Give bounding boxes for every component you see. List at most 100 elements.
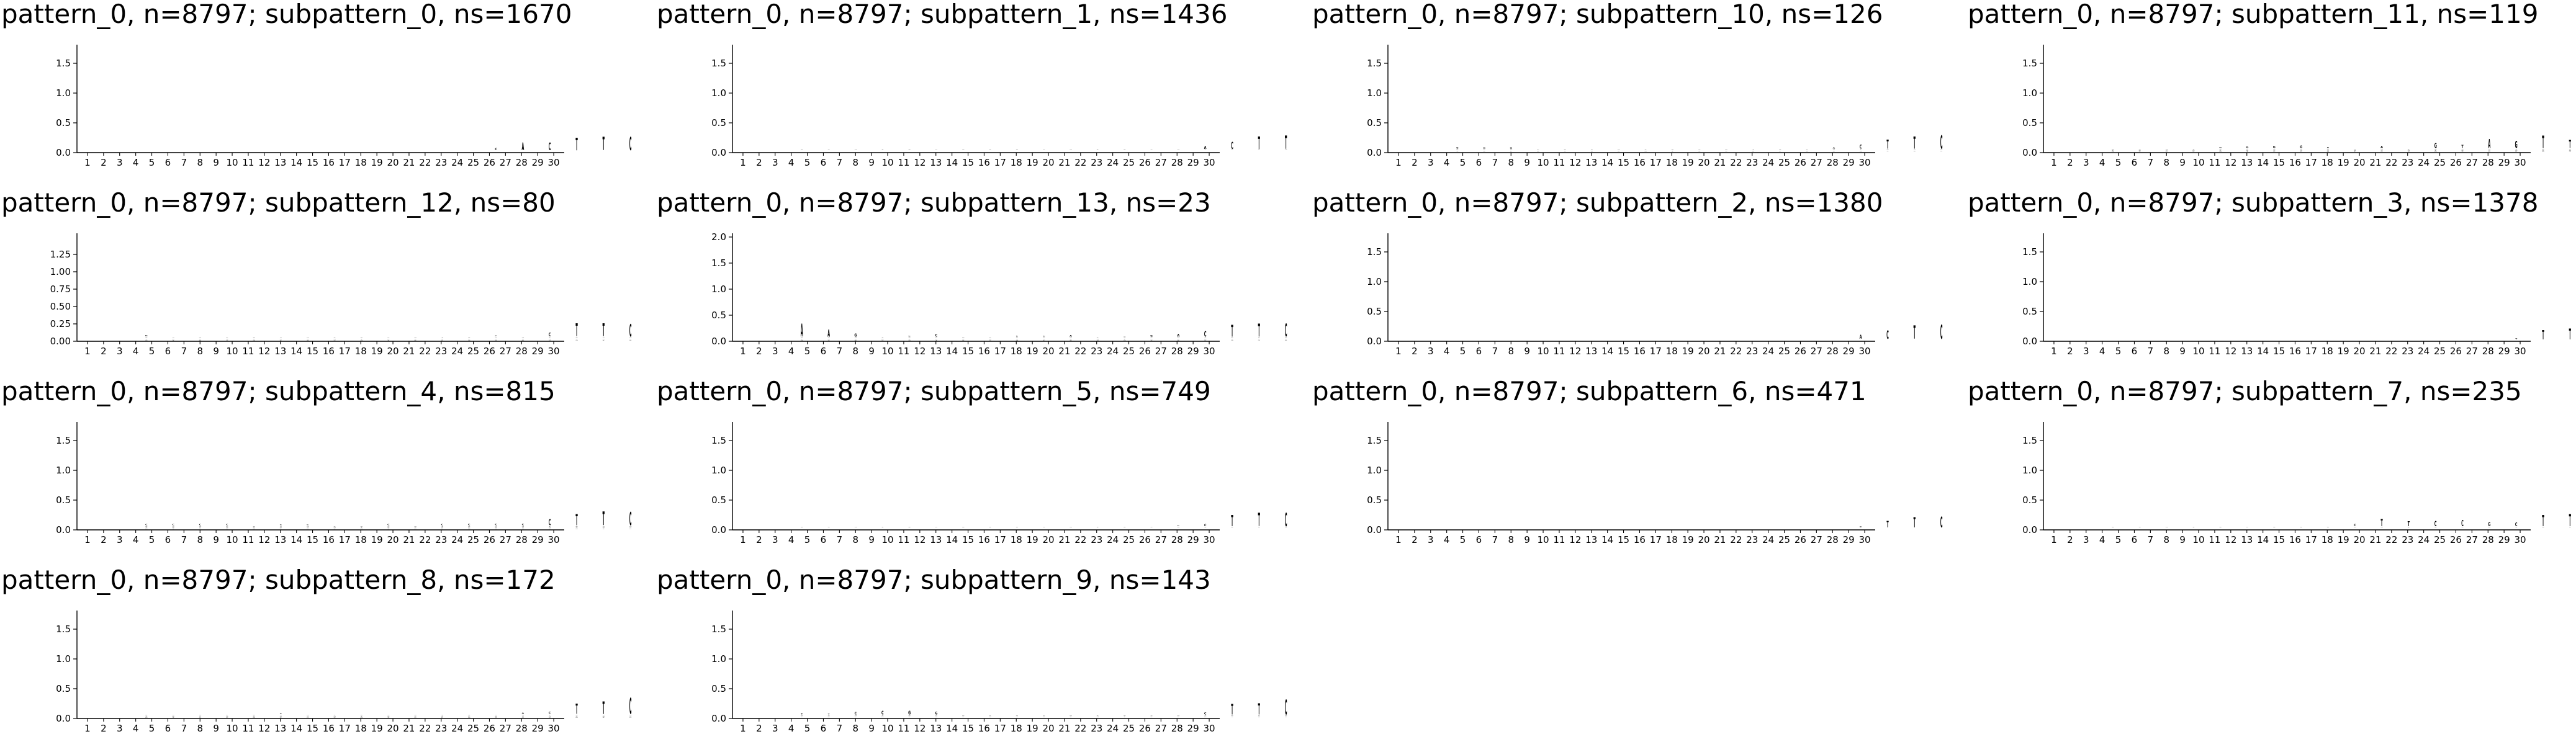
x-tick-label: 9 xyxy=(1524,534,1530,545)
x-tick-label: 17 xyxy=(2305,534,2317,545)
x-tick-label: 30 xyxy=(1204,534,1215,545)
x-tick-label: 14 xyxy=(946,534,958,545)
x-tick-label: 20 xyxy=(1698,346,1710,357)
logo-letter-a: A xyxy=(361,526,363,527)
x-tick-label: 4 xyxy=(133,534,139,545)
x-tick-label: 8 xyxy=(852,157,858,168)
x-tick-label: 2 xyxy=(756,346,762,357)
logo-letter-c: C xyxy=(2434,521,2437,529)
x-tick-label: 5 xyxy=(1460,157,1466,168)
logo-letter-t: T xyxy=(1258,509,1260,530)
x-tick-label: 15 xyxy=(2273,534,2285,545)
logo-letter-t: T xyxy=(1258,320,1260,341)
y-tick-label: 0.0 xyxy=(56,713,71,724)
x-tick-label: 1 xyxy=(740,346,746,357)
x-tick-label: 20 xyxy=(2354,157,2366,168)
y-tick-label: 1.0 xyxy=(711,465,726,476)
y-tick-label: 0.25 xyxy=(50,318,71,329)
x-tick-label: 29 xyxy=(532,534,544,545)
x-tick-label: 14 xyxy=(946,723,958,734)
logo-letter-a: A xyxy=(2327,149,2330,150)
logo-letter-c: C xyxy=(855,712,857,715)
x-tick-label: 30 xyxy=(1859,157,1871,168)
x-tick-label: 15 xyxy=(962,157,974,168)
logo-letter-g: G xyxy=(2434,142,2437,149)
logo-letter-g: G xyxy=(307,526,309,527)
logo-letter-t: T xyxy=(989,715,991,716)
logo-letter-c: C xyxy=(908,336,911,337)
x-tick-label: 8 xyxy=(2163,346,2169,357)
y-tick-label: 1.5 xyxy=(711,624,726,635)
logo-letter-t: T xyxy=(603,134,605,156)
x-tick-label: 13 xyxy=(930,346,942,357)
x-tick-label: 13 xyxy=(930,534,942,545)
x-tick-label: 20 xyxy=(387,723,399,734)
x-tick-label: 13 xyxy=(274,723,286,734)
logo-letter-c: C xyxy=(1940,514,1943,532)
x-tick-label: 8 xyxy=(197,723,203,734)
logo-letter-t: T xyxy=(827,714,830,715)
logo-letter-c: C xyxy=(1124,336,1126,337)
x-tick-label: 7 xyxy=(837,534,843,545)
x-tick-label: 3 xyxy=(2083,534,2089,545)
x-tick-label: 17 xyxy=(994,534,1006,545)
logo-letter-t: T xyxy=(575,511,578,529)
x-tick-label: 2 xyxy=(101,723,107,734)
x-tick-label: 7 xyxy=(837,157,843,168)
x-tick-label: 11 xyxy=(898,723,909,734)
logo-letter-g: G xyxy=(2273,149,2276,150)
x-tick-label: 18 xyxy=(1011,346,1022,357)
y-tick-label: 1.0 xyxy=(2022,87,2037,99)
x-tick-label: 18 xyxy=(355,346,367,357)
logo-letter-a: A xyxy=(2380,146,2383,150)
logo-letter-g: G xyxy=(1177,715,1179,716)
logo-letter-a: A xyxy=(1070,334,1073,338)
x-tick-label: 16 xyxy=(323,157,335,168)
x-tick-label: 14 xyxy=(1601,346,1613,357)
x-tick-label: 18 xyxy=(1666,157,1678,168)
x-tick-label: 21 xyxy=(403,723,415,734)
logo-letter-a: A xyxy=(1832,147,1835,149)
x-tick-label: 27 xyxy=(2466,346,2478,357)
logo-letter-c: C xyxy=(1456,146,1459,150)
x-tick-label: 10 xyxy=(227,534,238,545)
x-tick-label: 11 xyxy=(898,157,909,168)
x-tick-label: 17 xyxy=(994,157,1006,168)
x-tick-label: 28 xyxy=(1171,534,1183,545)
x-tick-label: 21 xyxy=(1714,157,1726,168)
x-tick-label: 24 xyxy=(1107,346,1119,357)
logo-letter-c: C xyxy=(549,712,551,715)
x-tick-label: 26 xyxy=(484,723,495,734)
x-tick-label: 22 xyxy=(1730,346,1742,357)
y-tick-label: 0.5 xyxy=(2022,306,2037,317)
logo-letter-a: A xyxy=(827,328,830,339)
x-tick-label: 25 xyxy=(1123,534,1135,545)
x-tick-label: 8 xyxy=(2163,157,2169,168)
logo-letter-g: G xyxy=(854,333,857,338)
x-tick-label: 23 xyxy=(1091,157,1102,168)
x-tick-label: 8 xyxy=(852,534,858,545)
x-tick-label: 18 xyxy=(2322,157,2333,168)
x-tick-label: 13 xyxy=(930,723,942,734)
x-tick-label: 2 xyxy=(1412,157,1418,168)
x-tick-label: 11 xyxy=(242,157,254,168)
logo-letter-a: A xyxy=(2112,149,2114,150)
logo-letter-c: C xyxy=(441,524,444,526)
x-tick-label: 6 xyxy=(821,346,827,357)
x-tick-label: 20 xyxy=(1698,157,1710,168)
logo-letter-c: C xyxy=(2246,149,2249,150)
x-tick-label: 15 xyxy=(962,346,974,357)
x-tick-label: 24 xyxy=(1107,157,1119,168)
logo-letter-t: T xyxy=(1886,138,1888,152)
x-tick-label: 12 xyxy=(914,534,925,545)
logo-letter-c: C xyxy=(145,524,148,526)
x-tick-label: 5 xyxy=(1460,534,1466,545)
y-tick-label: 1.5 xyxy=(711,435,726,446)
y-tick-label: 1.00 xyxy=(50,266,71,277)
y-tick-label: 0.0 xyxy=(2022,524,2037,535)
x-tick-label: 30 xyxy=(548,723,560,734)
logo-letter-t: T xyxy=(1231,323,1233,341)
x-tick-label: 11 xyxy=(2209,534,2220,545)
x-tick-label: 2 xyxy=(756,157,762,168)
